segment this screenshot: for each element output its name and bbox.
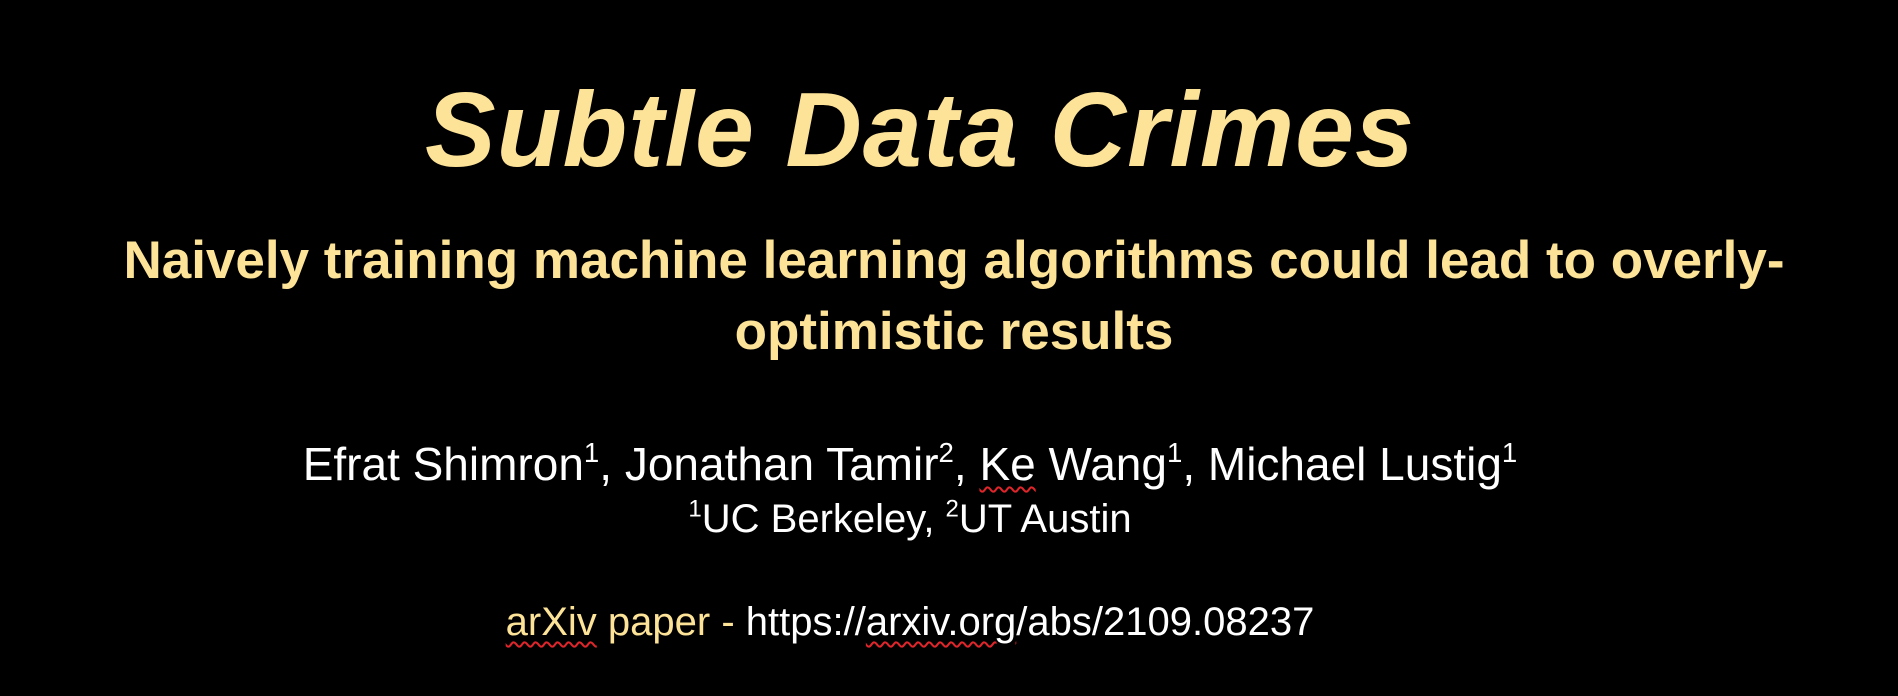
slide-title: Subtle Data Crimes — [425, 71, 1415, 189]
affiliation-list: 1UC Berkeley, 2UT Austin — [0, 494, 1820, 544]
slide-subtitle: Naively training machine learning algori… — [123, 231, 1785, 361]
paper-url[interactable]: https://arxiv.org/abs/2109.08237 — [746, 600, 1315, 644]
author-separator: , — [599, 438, 625, 490]
url-path: /abs/2109.08237 — [1016, 600, 1315, 644]
author-name: Efrat Shimron — [302, 438, 584, 490]
affiliation-marker: 1 — [1501, 437, 1518, 469]
author-separator: , — [953, 438, 980, 490]
link-label: paper - — [596, 600, 746, 644]
author-name: Jonathan Tamir — [624, 438, 939, 490]
affiliation-name: UC Berkeley — [701, 497, 924, 541]
author-name-flagged: Ke — [979, 438, 1036, 490]
affiliation-marker: 2 — [938, 437, 954, 469]
url-domain: arxiv.org — [865, 600, 1017, 644]
affiliation-marker: 1 — [583, 437, 600, 469]
author-name: Michael Lustig — [1207, 438, 1502, 490]
affiliation-name: UT Austin — [958, 497, 1132, 541]
author-name: Wang — [1035, 438, 1167, 490]
author-separator: , — [1182, 438, 1208, 490]
affiliation-marker: 1 — [688, 495, 702, 523]
paper-link-line: arXiv paper - https://arxiv.org/abs/2109… — [0, 597, 1820, 647]
author-list: Efrat Shimron1, Jonathan Tamir2, Ke Wang… — [0, 436, 1820, 492]
affiliation-separator: , — [923, 497, 946, 541]
url-prefix: https:// — [745, 600, 866, 644]
link-label-word: arXiv — [505, 600, 597, 644]
affiliation-marker: 2 — [945, 495, 959, 523]
affiliation-marker: 1 — [1166, 437, 1183, 469]
